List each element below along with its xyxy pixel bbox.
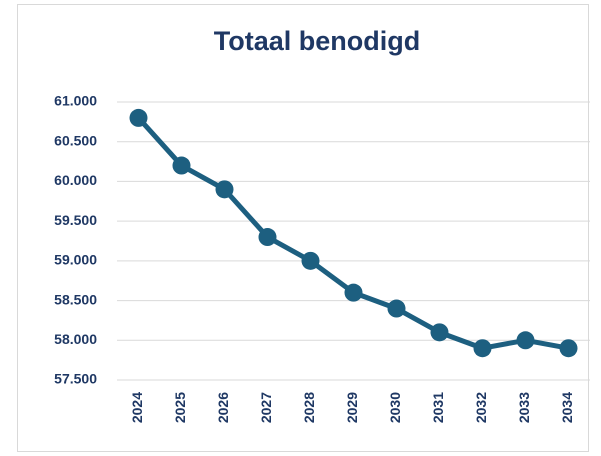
marker (258, 228, 277, 247)
marker (301, 251, 320, 270)
chart-frame (17, 4, 589, 452)
y-tick-label: 60.500 (54, 132, 97, 148)
marker (344, 283, 363, 302)
y-tick-label: 59.000 (54, 252, 97, 268)
marker (172, 156, 191, 175)
chart-title: Totaal benodigd (214, 26, 420, 56)
marker (473, 339, 492, 358)
y-tick-label: 60.000 (54, 172, 97, 188)
marker (430, 323, 449, 342)
y-tick-label: 58.500 (54, 291, 97, 307)
marker (559, 339, 578, 358)
x-tick-label: 2032 (473, 392, 489, 423)
marker (129, 108, 148, 127)
x-tick-label: 2025 (172, 392, 188, 423)
x-tick-label: 2034 (559, 392, 575, 423)
y-tick-label: 61.000 (54, 93, 97, 109)
x-tick-label: 2031 (430, 392, 446, 423)
y-tick-label: 58.000 (54, 331, 97, 347)
marker (516, 331, 535, 350)
marker (387, 299, 406, 318)
y-tick-label: 59.500 (54, 212, 97, 228)
y-tick-label: 57.500 (54, 371, 97, 387)
x-tick-label: 2033 (516, 392, 532, 423)
x-tick-label: 2030 (387, 392, 403, 423)
x-tick-label: 2027 (258, 392, 274, 423)
x-tick-label: 2029 (344, 392, 360, 423)
x-tick-label: 2026 (215, 392, 231, 423)
x-tick-label: 2024 (129, 392, 145, 423)
x-tick-label: 2028 (301, 392, 317, 423)
marker (215, 180, 234, 199)
